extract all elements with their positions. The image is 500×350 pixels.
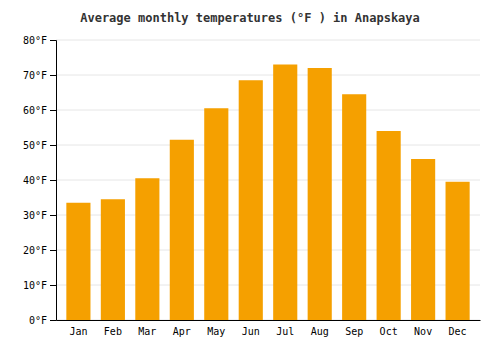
bar (204, 108, 228, 320)
x-tick: Nov (414, 326, 432, 337)
bar (342, 94, 366, 320)
bar (446, 182, 470, 320)
x-tick: Dec (449, 326, 467, 337)
tick-label: Dec (449, 326, 467, 337)
tick-mark (50, 320, 56, 321)
tick-mark (50, 40, 56, 41)
y-tick: 50°F (23, 140, 56, 151)
x-tick: Feb (104, 326, 122, 337)
bar (66, 203, 90, 320)
tick-mark (50, 250, 56, 251)
x-tick: Apr (173, 326, 191, 337)
bar (308, 68, 332, 320)
tick-mark (50, 110, 56, 111)
y-tick: 0°F (29, 315, 56, 326)
tick-label: 50°F (23, 140, 47, 151)
y-axis: 0°F 10°F 20°F 30°F 40°F 50°F 60°F 70°F 80°F (23, 35, 57, 326)
tick-label: May (207, 326, 225, 337)
bar (411, 159, 435, 320)
tick-label: Feb (104, 326, 122, 337)
x-tick: May (207, 326, 225, 337)
tick-label: Sep (345, 326, 363, 337)
tick-label: 0°F (29, 315, 47, 326)
tick-label: 20°F (23, 245, 47, 256)
axis-line (50, 41, 57, 321)
x-tick: Jul (276, 326, 294, 337)
bars (66, 65, 469, 321)
chart-container: 0°F 10°F 20°F 30°F 40°F 50°F 60°F 70°F 80°F Jan Fe… (0, 0, 500, 350)
tick-label: 60°F (23, 105, 47, 116)
grid-line (56, 145, 480, 146)
x-tick: Aug (311, 326, 329, 337)
x-tick: Sep (345, 326, 363, 337)
tick-mark (50, 285, 56, 286)
x-tick: Oct (380, 326, 398, 337)
tick-mark (50, 75, 56, 76)
grid-line (56, 75, 480, 76)
bar (170, 140, 194, 320)
tick-label: Mar (138, 326, 156, 337)
tick-label: Jan (69, 326, 87, 337)
bar (101, 199, 125, 320)
chart-svg: 0°F 10°F 20°F 30°F 40°F 50°F 60°F 70°F 80°F Jan Fe… (0, 0, 500, 350)
tick-label: 40°F (23, 175, 47, 186)
grid-line (56, 110, 480, 111)
x-tick: Jun (242, 326, 260, 337)
x-axis: Jan Feb Mar Apr May Jun Jul Aug Sep Oct Nov Dec (57, 321, 481, 338)
y-tick: 10°F (23, 280, 56, 291)
bar (135, 178, 159, 320)
tick-label: Apr (173, 326, 191, 337)
tick-label: 30°F (23, 210, 47, 221)
tick-label: 70°F (23, 70, 47, 81)
tick-label: Nov (414, 326, 432, 337)
tick-mark (50, 215, 56, 216)
bar (273, 65, 297, 321)
tick-label: Jul (276, 326, 294, 337)
tick-label: Oct (380, 326, 398, 337)
tick-mark (50, 145, 56, 146)
y-tick: 60°F (23, 105, 56, 116)
y-tick: 20°F (23, 245, 56, 256)
y-tick: 70°F (23, 70, 56, 81)
y-tick: 40°F (23, 175, 56, 186)
tick-label: Jun (242, 326, 260, 337)
plot-area: 0°F 10°F 20°F 30°F 40°F 50°F 60°F 70°F 80°F Jan Fe… (23, 35, 481, 337)
axis-line (57, 320, 481, 321)
grid (56, 40, 480, 320)
tick-label: 80°F (23, 35, 47, 46)
tick-mark (50, 180, 56, 181)
tick-label: Aug (311, 326, 329, 337)
tick-label: 10°F (23, 280, 47, 291)
bar (239, 80, 263, 320)
grid-line (56, 40, 480, 41)
title: Average monthly temperatures (°F ) in An… (80, 11, 420, 25)
bar (377, 131, 401, 320)
x-tick: Jan (69, 326, 87, 337)
y-tick: 30°F (23, 210, 56, 221)
x-tick: Mar (138, 326, 156, 337)
y-tick: 80°F (23, 35, 56, 46)
